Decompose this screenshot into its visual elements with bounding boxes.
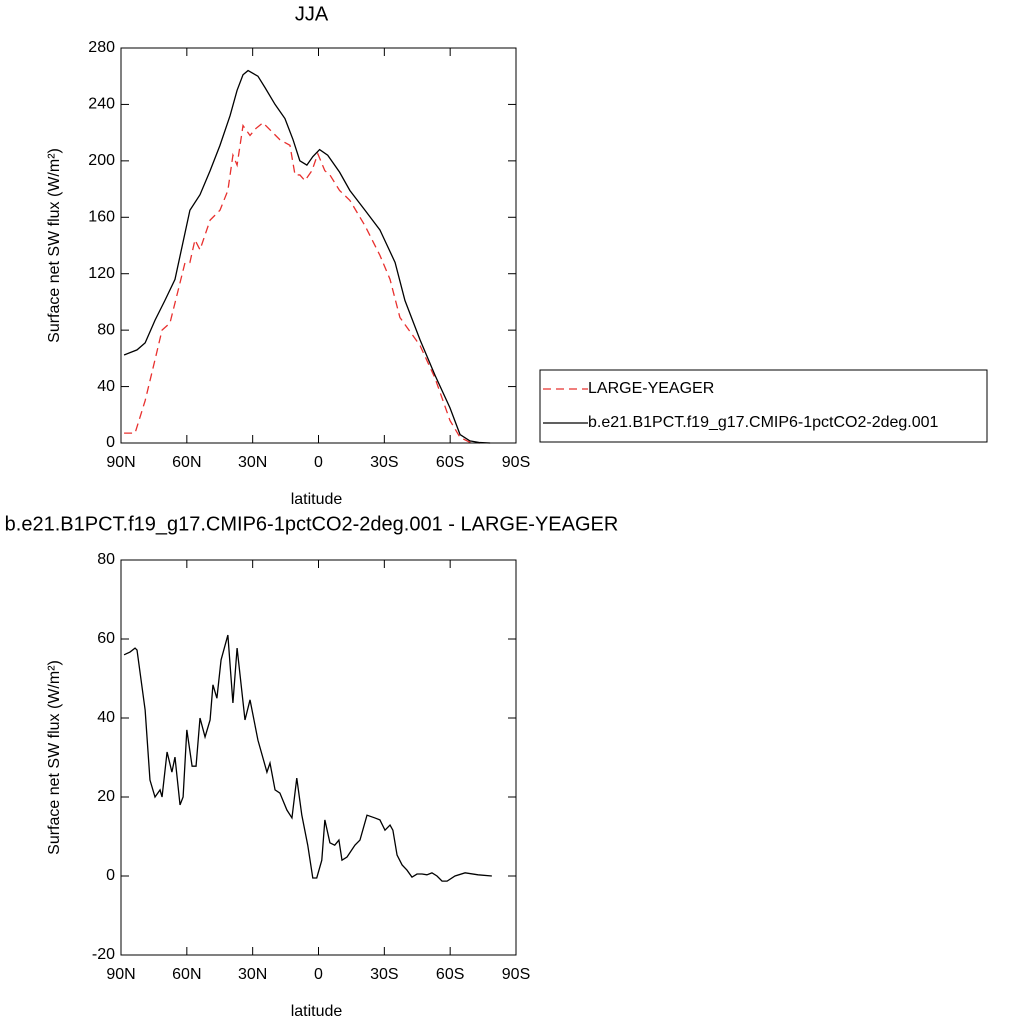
y-tick-label: 20 xyxy=(97,788,115,805)
y-tick-label: 200 xyxy=(88,152,115,169)
data-line xyxy=(123,69,491,444)
x-tick-label: 30N xyxy=(238,454,267,471)
y-tick-label: -20 xyxy=(92,946,115,963)
y-tick-label: 120 xyxy=(88,265,115,282)
legend-label: b.e21.B1PCT.f19_g17.CMIP6-1pctCO2-2deg.0… xyxy=(588,414,939,431)
x-tick-label: 60S xyxy=(436,454,464,471)
x-tick-label: 30N xyxy=(238,966,267,983)
plot-frame xyxy=(120,559,517,956)
x-axis-label: latitude xyxy=(291,491,343,508)
x-tick-label: 90S xyxy=(502,454,530,471)
data-line xyxy=(123,634,492,882)
x-axis-label: latitude xyxy=(291,1003,343,1020)
x-tick-label: 60N xyxy=(172,454,201,471)
x-tick-label: 0 xyxy=(314,966,323,983)
plot-frame xyxy=(120,47,517,444)
y-tick-label: 240 xyxy=(88,96,115,113)
chart-title: JJA xyxy=(295,3,329,25)
x-tick-label: 30S xyxy=(370,454,398,471)
y-tick-label: 0 xyxy=(106,867,115,884)
y-tick-label: 80 xyxy=(97,321,115,338)
x-tick-label: 90S xyxy=(502,966,530,983)
y-tick-label: 280 xyxy=(88,39,115,56)
legend-label: LARGE-YEAGER xyxy=(588,380,714,397)
x-tick-label: 60N xyxy=(172,966,201,983)
x-tick-label: 60S xyxy=(436,966,464,983)
legend: LARGE-YEAGER b.e21.B1PCT.f19_g17.CMIP6-1p… xyxy=(539,369,988,443)
y-tick-label: 160 xyxy=(88,209,115,226)
legend-box xyxy=(539,369,988,443)
x-tick-label: 0 xyxy=(314,454,323,471)
x-tick-label: 90N xyxy=(106,966,135,983)
y-tick-label: 60 xyxy=(97,630,115,647)
x-tick-label: 90N xyxy=(106,454,135,471)
y-tick-label: 0 xyxy=(106,434,115,451)
y-axis-label: Surface net SW flux (W/m²) xyxy=(46,148,63,343)
y-tick-label: 40 xyxy=(97,378,115,395)
y-tick-label: 40 xyxy=(97,709,115,726)
y-axis-label: Surface net SW flux (W/m²) xyxy=(46,660,63,855)
chart-title: b.e21.B1PCT.f19_g17.CMIP6-1pctCO2-2deg.0… xyxy=(5,513,619,535)
y-tick-label: 80 xyxy=(97,551,115,568)
x-tick-label: 30S xyxy=(370,966,398,983)
data-line xyxy=(124,121,481,444)
